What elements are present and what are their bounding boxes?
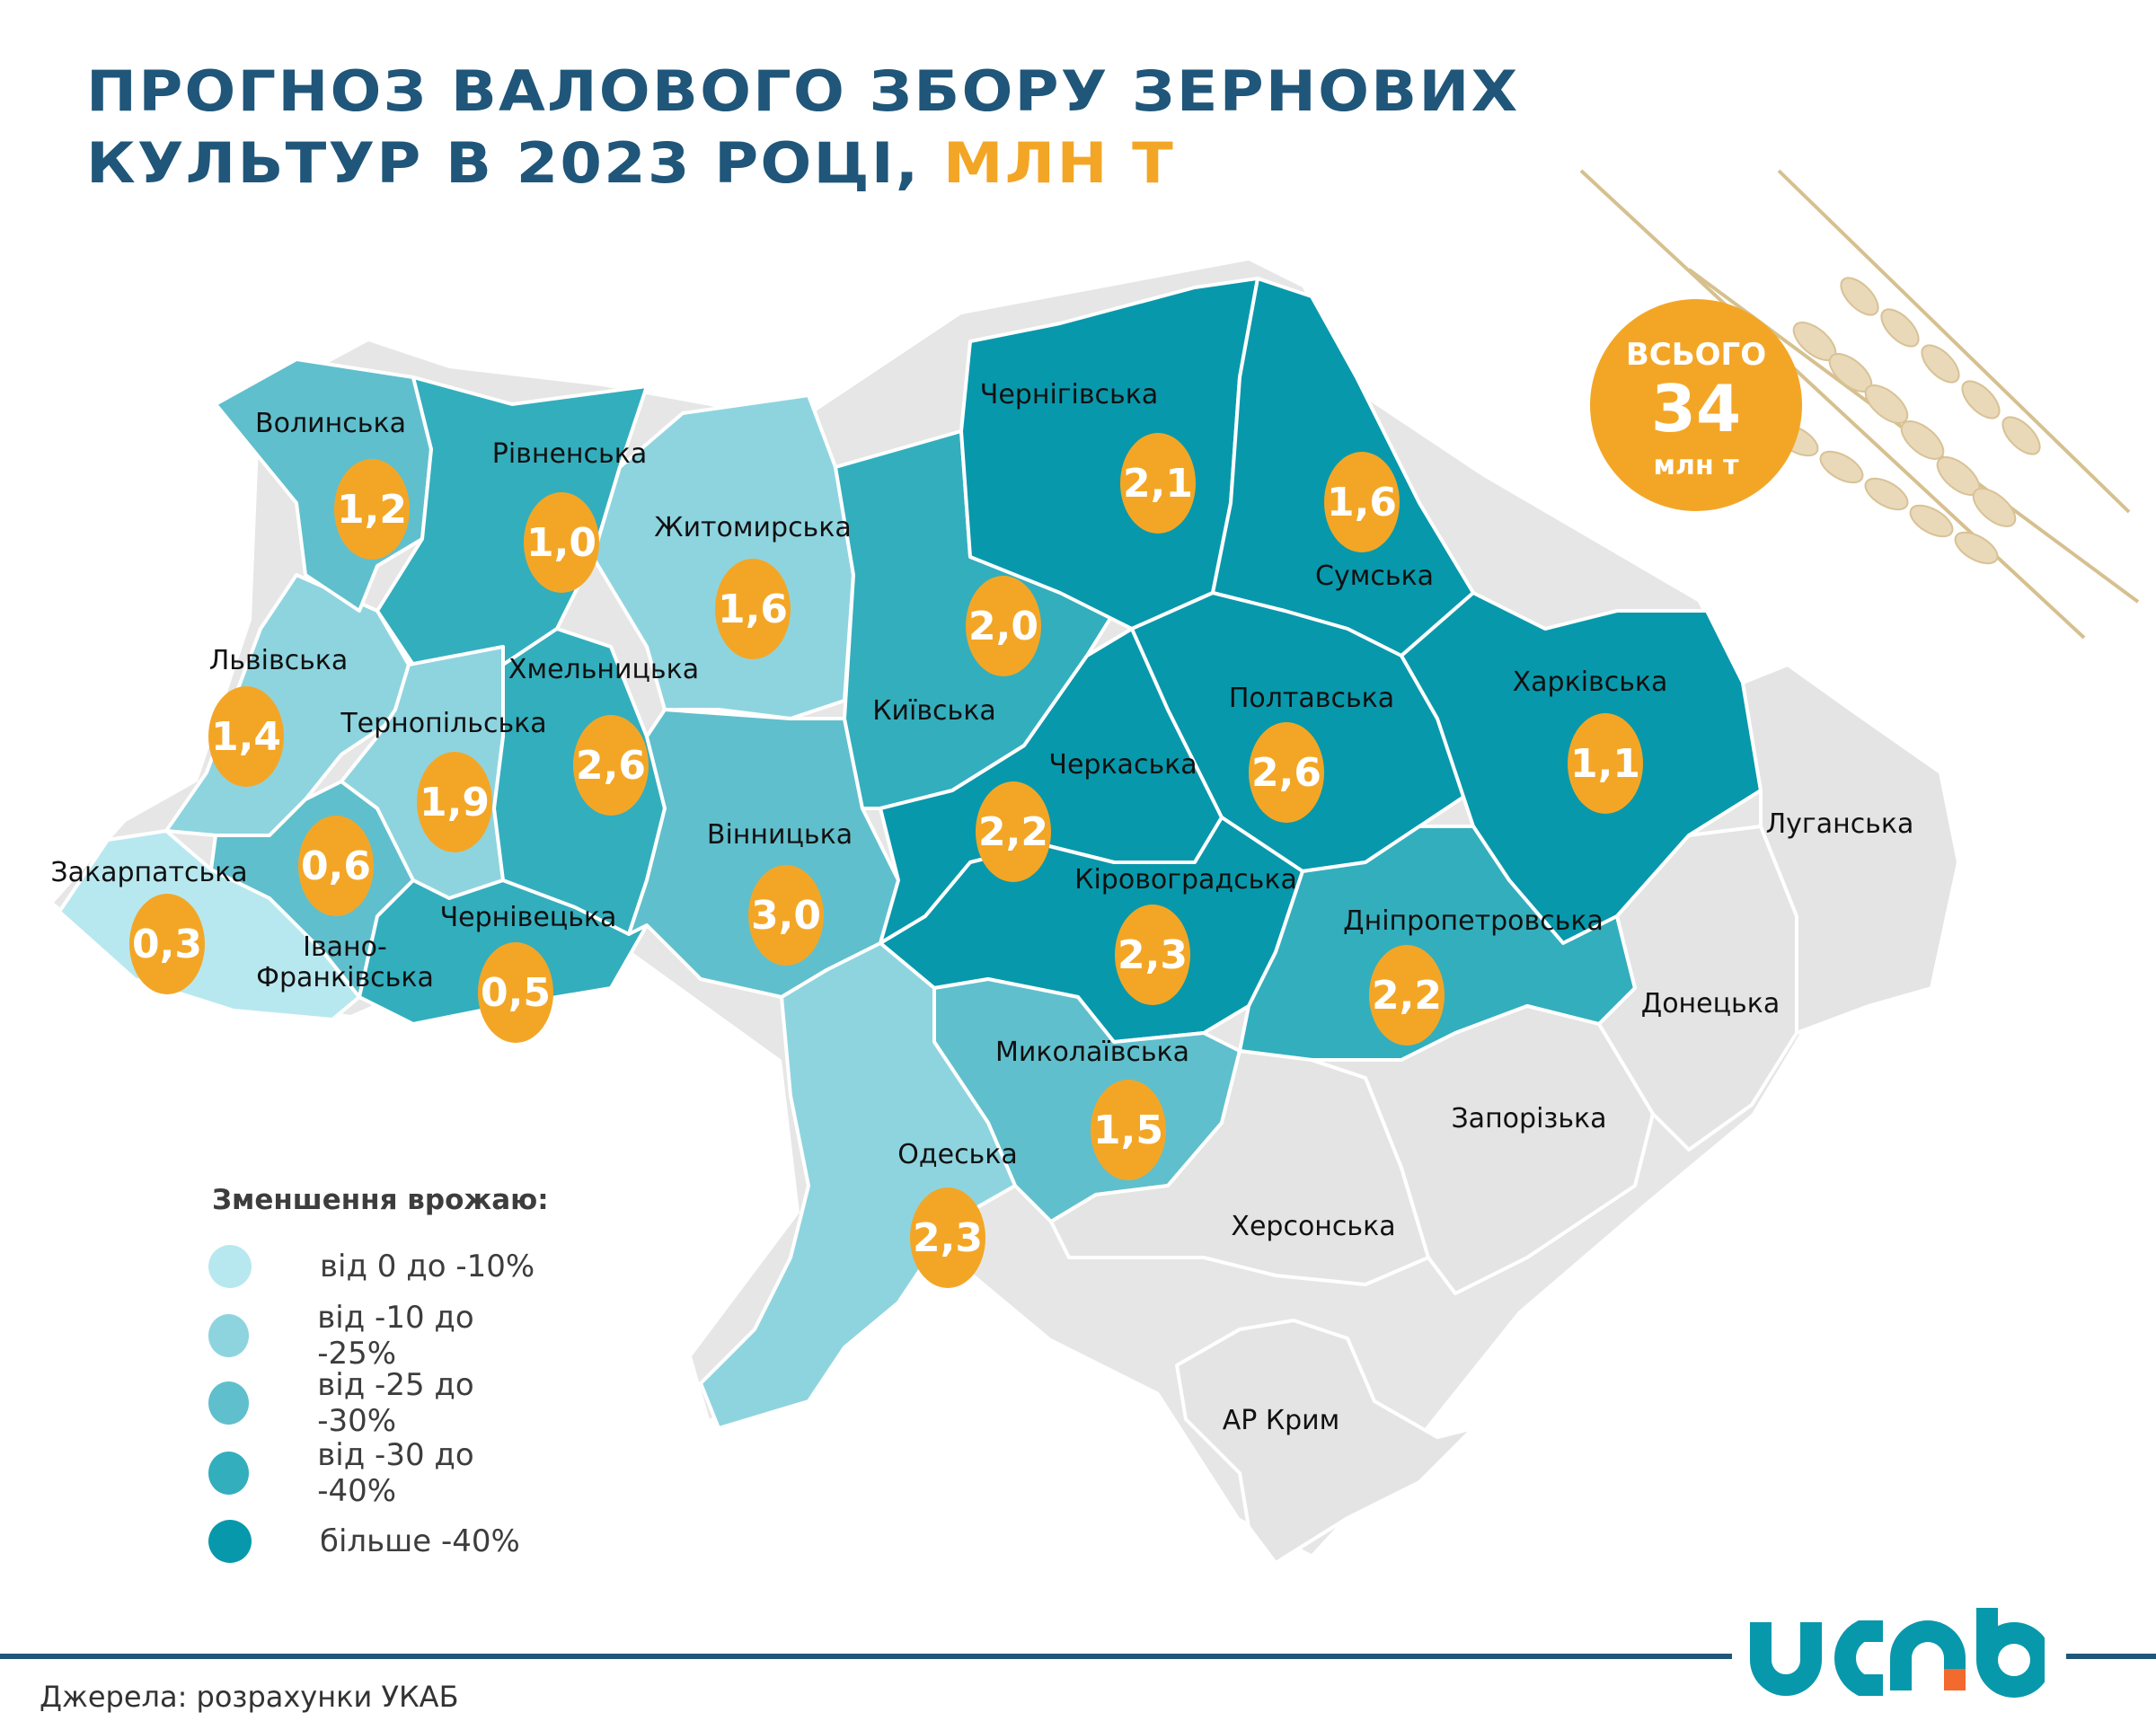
value-kirovohradska: 2,3 bbox=[1115, 905, 1190, 1005]
value-kyivska: 2,0 bbox=[966, 576, 1041, 676]
label-zhytomyrska: Житомирська bbox=[654, 512, 852, 543]
value-zakarpatska: 0,3 bbox=[129, 894, 205, 994]
label-kirovohradska: Кіровоградська bbox=[1074, 864, 1297, 896]
title-line-2: КУЛЬТУР В 2023 РОЦІ, МЛН Т bbox=[86, 130, 1175, 196]
legend-item: від -25 до -30% bbox=[208, 1367, 549, 1439]
footer-divider-right bbox=[2066, 1654, 2156, 1659]
region-odeska[interactable] bbox=[699, 941, 1017, 1430]
label-ivano-frankivska: Івано- Франківська bbox=[256, 931, 434, 993]
legend-swatch bbox=[208, 1520, 252, 1563]
footer-divider-left bbox=[0, 1654, 1732, 1659]
legend-swatch bbox=[208, 1452, 250, 1495]
label-zaporizka: Запорізька bbox=[1451, 1103, 1607, 1134]
value-chernivetska: 0,5 bbox=[478, 942, 553, 1043]
total-value: 34 bbox=[1650, 371, 1742, 446]
total-badge: ВСЬОГО 34 млн т bbox=[1590, 299, 1802, 511]
value-lvivska: 1,4 bbox=[208, 686, 284, 787]
label-odeska: Одеська bbox=[897, 1139, 1018, 1170]
value-mykolaivska: 1,5 bbox=[1091, 1080, 1166, 1180]
label-vinnytska: Вінницька bbox=[706, 819, 853, 851]
region-zaporizka[interactable] bbox=[1310, 1004, 1655, 1295]
label-sumska: Сумська bbox=[1314, 560, 1435, 592]
value-vinnytska: 3,0 bbox=[748, 865, 824, 966]
label-khersonska: Херсонська bbox=[1231, 1211, 1396, 1242]
value-ivano-frankivska: 0,6 bbox=[298, 816, 374, 916]
label-crimea: АР Крим bbox=[1222, 1405, 1340, 1436]
value-cherkaska: 2,2 bbox=[976, 781, 1051, 882]
legend-item: від -10 до -25% bbox=[208, 1300, 549, 1372]
page-title: ПРОГНОЗ ВАЛОВОГО ЗБОРУ ЗЕРНОВИХ КУЛЬТУР … bbox=[86, 56, 1519, 199]
label-khmelnytska: Хмельницька bbox=[508, 654, 700, 685]
label-kharkivska: Харківська bbox=[1512, 666, 1668, 698]
value-volynska: 1,2 bbox=[334, 459, 410, 560]
title-unit: МЛН Т bbox=[942, 130, 1175, 196]
legend-label: від -10 до -25% bbox=[317, 1300, 474, 1372]
value-odeska: 2,3 bbox=[910, 1187, 985, 1288]
value-ternopilska: 1,9 bbox=[417, 752, 492, 852]
region-zhytomyrska[interactable] bbox=[591, 393, 855, 720]
legend-label: від -25 до -30% bbox=[317, 1367, 474, 1439]
logo-accent-square bbox=[1944, 1669, 1966, 1690]
legend-item: від -30 до -40% bbox=[208, 1437, 549, 1509]
label-zakarpatska: Закарпатська bbox=[50, 857, 248, 888]
legend-swatch bbox=[208, 1381, 250, 1425]
label-rivnenska: Рівненська bbox=[491, 438, 648, 470]
source-note: Джерела: розрахунки УКАБ bbox=[40, 1680, 459, 1714]
legend-label: від 0 до -10% bbox=[320, 1249, 535, 1284]
label-lvivska: Львівська bbox=[208, 645, 349, 676]
label-dnipropetrovska: Дніпропетровська bbox=[1343, 905, 1604, 937]
total-unit: млн т bbox=[1653, 450, 1739, 481]
label-kyivska: Київська bbox=[872, 695, 996, 727]
legend-item: більше -40% bbox=[208, 1520, 520, 1563]
label-volynska: Волинська bbox=[255, 408, 406, 439]
label-chernihivska: Чернігівська bbox=[979, 379, 1159, 410]
legend-swatch bbox=[208, 1314, 250, 1357]
value-rivnenska: 1,0 bbox=[524, 492, 599, 593]
label-luhanska: Луганська bbox=[1765, 808, 1914, 840]
label-poltavska: Полтавська bbox=[1228, 683, 1395, 714]
label-cherkaska: Черкаська bbox=[1048, 749, 1197, 781]
title-line-1: ПРОГНОЗ ВАЛОВОГО ЗБОРУ ЗЕРНОВИХ bbox=[86, 58, 1520, 124]
value-poltavska: 2,6 bbox=[1249, 722, 1324, 823]
legend-item: від 0 до -10% bbox=[208, 1245, 535, 1288]
value-kharkivska: 1,1 bbox=[1568, 713, 1643, 814]
label-chernivetska: Чернівецька bbox=[439, 902, 617, 933]
label-donetska: Донецька bbox=[1640, 988, 1780, 1019]
legend-label: більше -40% bbox=[320, 1523, 520, 1559]
value-chernihivska: 2,1 bbox=[1120, 433, 1196, 534]
total-label: ВСЬОГО bbox=[1625, 337, 1767, 373]
region-luhanska[interactable] bbox=[1741, 663, 1960, 1035]
region-crimea[interactable] bbox=[1175, 1319, 1475, 1565]
label-ternopilska: Тернопільська bbox=[340, 708, 547, 739]
ucab-logo bbox=[1750, 1608, 2045, 1698]
value-khmelnytska: 2,6 bbox=[573, 715, 649, 816]
legend-heading: Зменшення врожаю: bbox=[212, 1184, 549, 1216]
value-sumska: 1,6 bbox=[1324, 452, 1400, 552]
value-dnipropetrovska: 2,2 bbox=[1369, 945, 1445, 1046]
legend-swatch bbox=[208, 1245, 252, 1288]
value-zhytomyrska: 1,6 bbox=[715, 559, 791, 659]
label-mykolaivska: Миколаївська bbox=[994, 1037, 1190, 1068]
legend: Зменшення врожаю: від 0 до -10% від -10 … bbox=[208, 1184, 549, 1563]
oblasts bbox=[57, 277, 1960, 1565]
legend-label: від -30 до -40% bbox=[317, 1437, 474, 1509]
